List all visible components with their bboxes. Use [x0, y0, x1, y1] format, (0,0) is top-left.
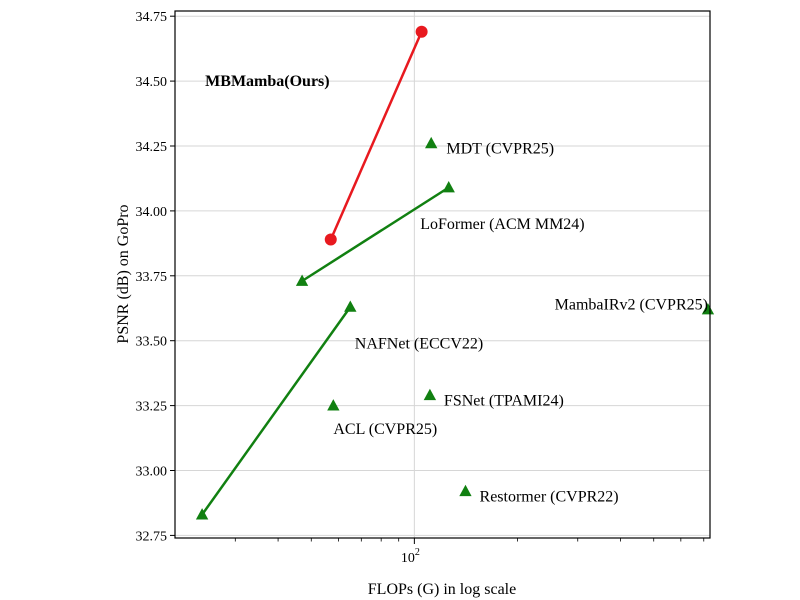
y-tick-label: 33.25 — [136, 400, 168, 415]
y-tick-label: 33.50 — [136, 335, 168, 350]
x-tick-label: 102 — [401, 547, 420, 566]
method-label: Restormer (CVPR22) — [480, 488, 619, 505]
data-point — [344, 300, 357, 312]
data-point — [701, 303, 715, 315]
series-mbmamba-ours — [324, 25, 428, 246]
method-label: ACL (CVPR25) — [333, 421, 437, 438]
data-point — [324, 233, 337, 246]
x-axis-title: FLOPs (G) in log scale — [368, 581, 516, 598]
y-tick-label: 33.00 — [136, 465, 168, 480]
y-tick-label: 34.75 — [136, 10, 168, 25]
y-tick-label: 32.75 — [136, 529, 168, 544]
data-point — [415, 25, 428, 38]
method-label: LoFormer (ACM MM24) — [420, 216, 584, 233]
method-label: MDT (CVPR25) — [446, 141, 554, 158]
series-line — [301, 186, 450, 283]
data-point — [195, 508, 209, 520]
series-fsnet-tpami24 — [423, 388, 437, 401]
plot-frame — [174, 10, 711, 539]
y-tick-label: 34.50 — [136, 75, 168, 90]
method-label: NAFNet (ECCV22) — [355, 335, 483, 352]
series-line — [329, 31, 423, 241]
y-tick-label: 34.25 — [136, 140, 168, 155]
y-tick-label: 34.00 — [136, 205, 168, 220]
data-point — [295, 274, 309, 286]
series-restormer-cvpr22 — [459, 484, 472, 497]
series-loformer-acm-mm24 — [295, 181, 455, 286]
x-tick-label-exponent: 2 — [415, 547, 420, 558]
y-tick-label: 33.75 — [136, 270, 168, 285]
data-point — [425, 136, 438, 149]
method-label: MBMamba(Ours) — [205, 73, 329, 90]
data-point — [459, 484, 472, 497]
axes: 32.75 33.00 33.25 33.50 33.75 34.00 34.25 34.50… — [136, 10, 705, 566]
annotations: MBMamba(Ours) MDT (CVPR25) LoFormer (ACM M… — [205, 73, 708, 505]
data-point — [327, 399, 340, 411]
gridlines — [175, 11, 710, 538]
series-mambairv2-cvpr25 — [701, 303, 715, 315]
method-label: FSNet (TPAMI24) — [444, 392, 564, 409]
series-nafnet-eccv22 — [195, 300, 357, 520]
method-label: MambaIRv2 (CVPR25) — [555, 296, 708, 313]
series-acl-cvpr25 — [327, 399, 340, 411]
x-tick-label-base: 10 — [401, 551, 415, 566]
plot-background — [175, 11, 710, 538]
data-point — [442, 181, 455, 193]
series-layer — [195, 25, 715, 520]
series-line — [201, 306, 352, 516]
data-point — [423, 388, 437, 401]
y-axis-title: PSNR (dB) on GoPro — [115, 204, 132, 343]
series-mdt-cvpr25 — [425, 136, 438, 149]
